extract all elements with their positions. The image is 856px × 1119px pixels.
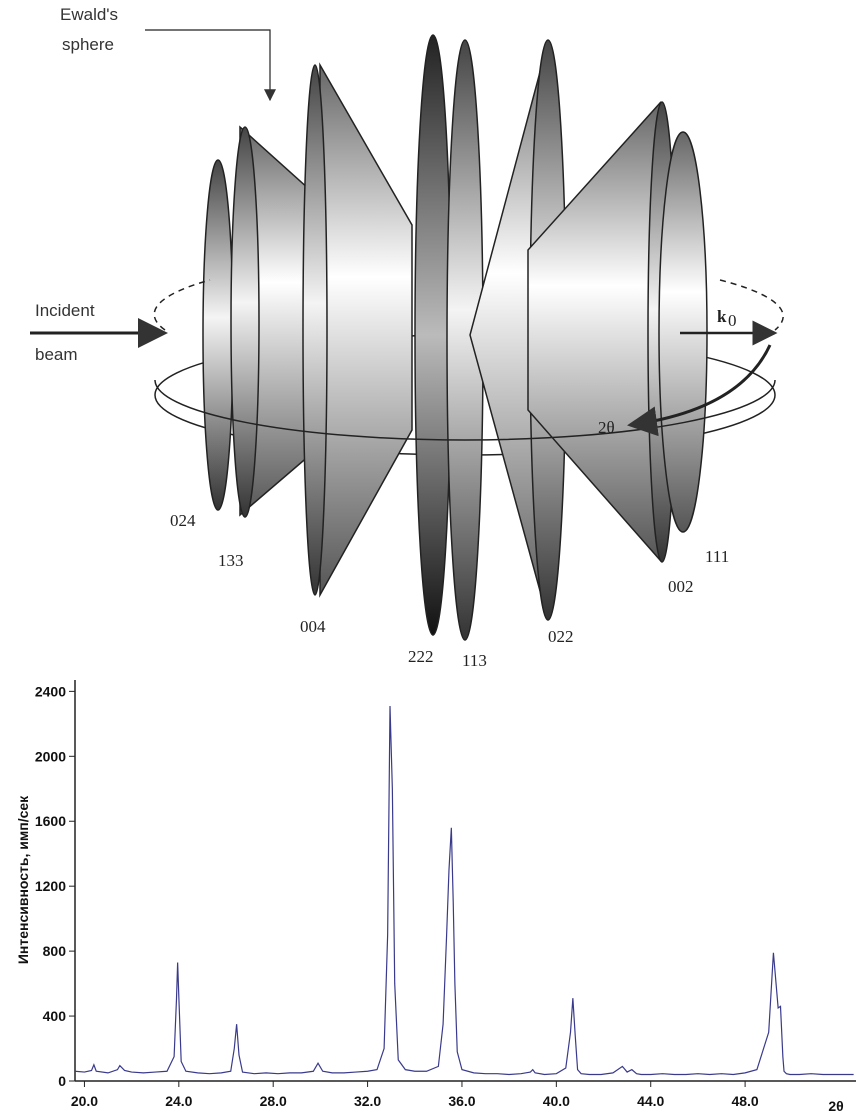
k-label: k xyxy=(717,307,727,326)
x-tick-label: 48.0 xyxy=(731,1093,758,1109)
reflection-label: 004 xyxy=(300,617,326,636)
y-tick-label: 800 xyxy=(43,943,67,959)
cone xyxy=(320,65,412,595)
ewald-diagram xyxy=(30,30,783,640)
reflection-label: 113 xyxy=(462,651,487,670)
chart: 0 400 800 1200 1600 2000 2400 20.0 24.0 28.0 32.0 3… xyxy=(35,680,856,1109)
reflection-label: 111 xyxy=(705,547,729,566)
ring xyxy=(154,280,210,330)
cone xyxy=(203,160,233,510)
two-theta-label: 2θ xyxy=(598,418,615,437)
cone xyxy=(415,35,451,635)
cone xyxy=(231,127,259,517)
y-tick-label: 1600 xyxy=(35,813,66,829)
y-tick-label: 0 xyxy=(58,1073,66,1089)
x-tick-label: 40.0 xyxy=(543,1093,570,1109)
x-tick-label: 28.0 xyxy=(260,1093,287,1109)
x-tick-label: 24.0 xyxy=(165,1093,192,1109)
k-subscript: 0 xyxy=(728,311,737,330)
y-tick-label: 400 xyxy=(43,1008,67,1024)
pattern-line xyxy=(75,706,854,1075)
figure: Ewald's sphere Incident beam k 0 2θ 024 1… xyxy=(0,0,856,1119)
callout-label: Ewald's xyxy=(60,5,118,24)
x-tick-label: 36.0 xyxy=(448,1093,475,1109)
x-tick-label: 44.0 xyxy=(637,1093,664,1109)
reflection-label: 133 xyxy=(218,551,244,570)
reflection-label: 022 xyxy=(548,627,574,646)
reflection-label: 002 xyxy=(668,577,694,596)
y-tick-label: 1200 xyxy=(35,878,66,894)
x-axis-label: 2θ xyxy=(828,1098,843,1114)
x-tick-label: 32.0 xyxy=(354,1093,381,1109)
incident-label: Incident xyxy=(35,301,95,320)
reflection-label: 222 xyxy=(408,647,434,666)
callout-label: sphere xyxy=(62,35,114,54)
y-tick-label: 2400 xyxy=(35,683,66,699)
y-tick-label: 2000 xyxy=(35,748,66,764)
callout-line xyxy=(145,30,270,100)
cone xyxy=(303,65,327,595)
reflection-label: 024 xyxy=(170,511,196,530)
y-axis-label: Интенсивность, имп/сек xyxy=(15,795,31,964)
incident-label: beam xyxy=(35,345,78,364)
x-tick-label: 20.0 xyxy=(71,1093,98,1109)
